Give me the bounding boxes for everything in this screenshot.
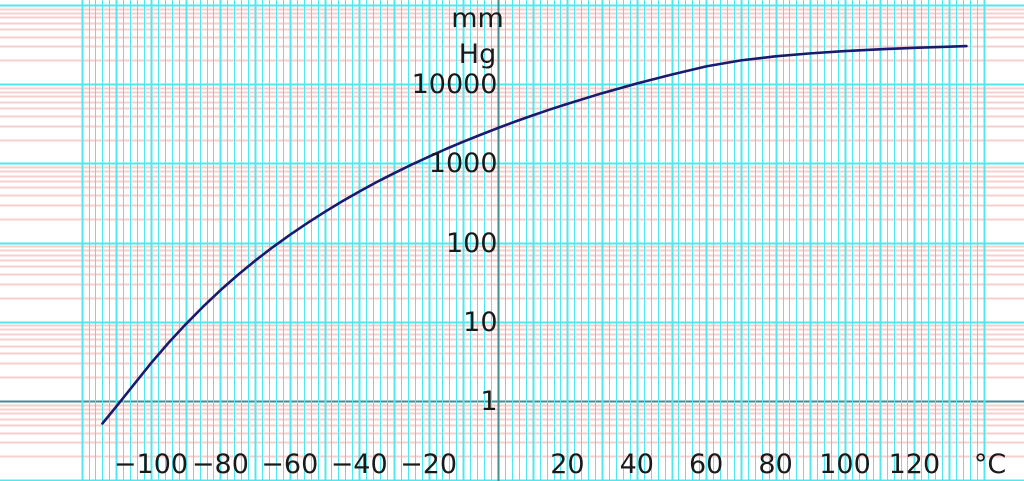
x-axis-tick-label: 20 bbox=[550, 449, 585, 480]
x-axis-tick-label: −100 bbox=[113, 449, 189, 480]
x-axis-tick-label: −20 bbox=[400, 449, 458, 480]
x-axis-tick-label: 100 bbox=[819, 449, 871, 480]
y-axis-tick-label: 100 bbox=[445, 227, 498, 259]
x-axis-tick-label: 80 bbox=[758, 449, 793, 480]
y-axis-tick-label: 1000 bbox=[428, 148, 498, 180]
y-axis-tick-label: 10000 bbox=[411, 69, 498, 101]
x-axis-unit: °C bbox=[973, 449, 1007, 480]
x-axis-tick-label: −80 bbox=[191, 449, 249, 480]
y-axis-tick-label: 10 bbox=[463, 306, 498, 338]
x-axis-tick-label: −60 bbox=[261, 449, 319, 480]
x-axis-tick-label: 120 bbox=[888, 449, 941, 480]
y-axis-unit-line2: Hg bbox=[458, 39, 497, 70]
vapor-pressure-curve bbox=[101, 44, 968, 425]
x-axis-tick-label: 40 bbox=[619, 449, 654, 480]
y-axis-tick-label: 1 bbox=[480, 386, 498, 417]
y-axis-unit-line1: mm bbox=[451, 3, 504, 34]
x-axis-tick-label: −40 bbox=[330, 449, 388, 480]
x-axis-tick-label: 60 bbox=[689, 449, 724, 480]
